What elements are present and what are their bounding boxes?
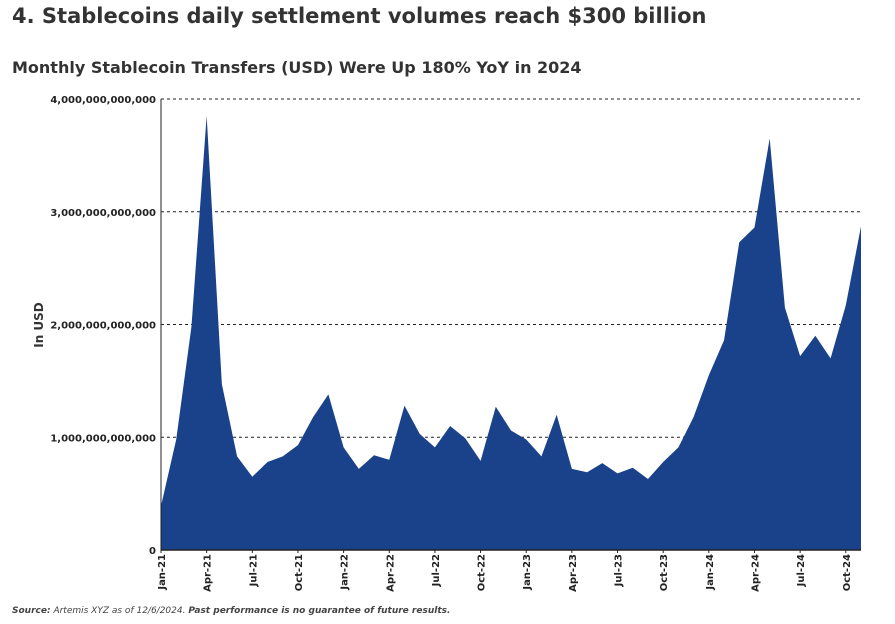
y-tick-label: 1,000,000,000,000	[50, 433, 156, 444]
x-tick-label: Jul-22	[431, 554, 442, 587]
x-tick-label: Oct-22	[477, 554, 488, 591]
x-tick-label: Oct-21	[294, 554, 305, 591]
x-axis: Jan-21 Apr-21 Jul-21 Oct-21 Jan-22 Apr-22 Jul-…	[157, 549, 861, 592]
x-tick-label: Apr-22	[385, 554, 396, 592]
page-headline: 4. Stablecoins daily settlement volumes …	[12, 4, 707, 28]
y-tick-label: 2,000,000,000,000	[50, 321, 156, 332]
x-tick-label: Oct-23	[659, 554, 670, 591]
x-tick-label: Apr-21	[203, 554, 214, 592]
chart-title: Monthly Stablecoin Transfers (USD) Were …	[12, 58, 582, 77]
area-chart: 0 1,000,000,000,000 2,000,000,000,000 3,000…	[32, 95, 861, 592]
x-tick-label: Jan-24	[705, 554, 716, 591]
x-tick-label: Apr-23	[568, 554, 579, 592]
y-axis: 0 1,000,000,000,000 2,000,000,000,000 3,000…	[50, 95, 162, 557]
x-tick-label: Jan-21	[157, 554, 168, 591]
y-tick-label: 3,000,000,000,000	[50, 208, 156, 219]
x-tick-label: Oct-24	[842, 554, 853, 591]
x-tick-label: Jul-23	[614, 554, 625, 587]
y-tick-label: 0	[149, 546, 156, 557]
x-tick-label: Jan-22	[340, 554, 351, 591]
x-tick-label: Jul-24	[796, 554, 807, 587]
area-series	[161, 115, 861, 550]
x-tick-label: Jan-23	[522, 554, 533, 591]
x-tick-label: Jul-21	[248, 554, 259, 587]
x-tick-label: Apr-24	[750, 554, 761, 592]
y-tick-label: 4,000,000,000,000	[50, 95, 156, 106]
source-note: Source: Artemis XYZ as of 12/6/2024. Pas…	[12, 606, 450, 616]
source-text: Artemis XYZ as of 12/6/2024.	[53, 606, 186, 616]
y-axis-label: In USD	[32, 302, 46, 348]
source-disclaimer: Past performance is no guarantee of futu…	[188, 606, 451, 616]
source-label: Source:	[12, 606, 51, 616]
